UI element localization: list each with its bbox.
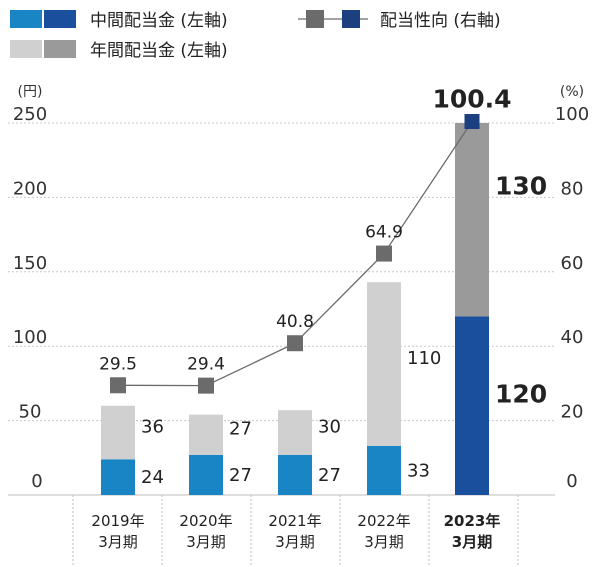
payout-marker — [287, 335, 303, 352]
bar-interim — [278, 454, 312, 495]
bar-annual — [455, 123, 489, 317]
legend-item-annual: 年間配当金 (左軸) — [10, 36, 228, 61]
category-label-period: 3月期 — [452, 533, 492, 551]
payout-label: 29.4 — [187, 355, 225, 375]
category-label-period: 3月期 — [98, 533, 138, 551]
legend-label-annual: 年間配当金 (左軸) — [90, 41, 228, 61]
legend-swatch-interim-light — [10, 9, 42, 28]
left-axis-tick-label: 200 — [13, 178, 47, 199]
left-axis-tick-label: 150 — [13, 253, 47, 274]
bar-annual-label: 30 — [318, 417, 341, 438]
legend-label-interim: 中間配当金 (左軸) — [90, 11, 228, 31]
category-label-year: 2021年 — [268, 512, 321, 530]
left-axis-tick-label: 0 — [31, 471, 42, 492]
legend-swatch-annual-dark — [44, 39, 76, 58]
legend-label-payout: 配当性向 (右軸) — [380, 11, 501, 31]
right-axis-tick-label: 20 — [561, 402, 584, 423]
left-axis-tick-label: 50 — [19, 402, 42, 423]
right-axis-tick-label: 0 — [566, 471, 577, 492]
bar-interim-label: 120 — [495, 380, 547, 409]
bar-interim — [455, 316, 489, 495]
bar-annual-label: 36 — [141, 417, 164, 438]
bar-annual — [101, 405, 135, 460]
bar-annual-label: 27 — [229, 419, 252, 440]
bar-annual-label: 130 — [495, 172, 547, 201]
left-axis-unit: (円) — [18, 84, 43, 100]
legend-item-interim: 中間配当金 (左軸) — [10, 6, 228, 31]
category-label-year: 2019年 — [91, 512, 144, 530]
right-axis-unit: (%) — [560, 84, 584, 100]
legend-line-icon — [298, 9, 368, 28]
bar-annual-label: 110 — [407, 348, 441, 369]
legend-swatch-annual-light — [10, 39, 42, 58]
right-axis-tick-label: 60 — [561, 253, 584, 274]
category-label-year: 2020年 — [179, 512, 232, 530]
right-axis-tick-label: 40 — [561, 327, 584, 348]
bar-interim-label: 33 — [407, 460, 430, 481]
payout-marker — [464, 114, 480, 130]
bar-interim — [101, 459, 135, 495]
right-axis-tick-label: 80 — [561, 178, 584, 199]
category-label-period: 3月期 — [186, 533, 226, 551]
left-axis-tick-label: 250 — [13, 104, 47, 125]
legend-item-payout: 配当性向 (右軸) — [298, 6, 501, 31]
right-axis-tick-label: 100 — [555, 104, 589, 125]
payout-marker — [376, 245, 392, 262]
payout-label: 40.8 — [276, 312, 314, 332]
bar-interim-label: 27 — [229, 465, 252, 486]
payout-label: 29.5 — [99, 354, 137, 374]
legend: 中間配当金 (左軸) 年間配当金 (左軸) 配当性向 (右軸) — [0, 0, 595, 61]
bar-interim-label: 24 — [141, 467, 164, 488]
category-label-period: 3月期 — [275, 533, 315, 551]
payout-label: 64.9 — [365, 223, 403, 243]
bar-annual — [278, 410, 312, 455]
legend-swatch-interim-dark — [44, 9, 76, 28]
payout-marker — [198, 377, 214, 394]
bar-annual — [367, 282, 401, 446]
bar-interim — [367, 445, 401, 495]
bar-annual — [189, 414, 223, 455]
category-label-period: 3月期 — [364, 533, 404, 551]
left-axis-tick-label: 100 — [13, 327, 47, 348]
category-label-year: 2023年 — [444, 512, 501, 530]
bar-interim — [189, 454, 223, 495]
payout-marker — [110, 377, 126, 394]
bar-interim-label: 27 — [318, 465, 341, 486]
category-label-year: 2022年 — [357, 512, 410, 530]
payout-label: 100.4 — [432, 85, 511, 114]
